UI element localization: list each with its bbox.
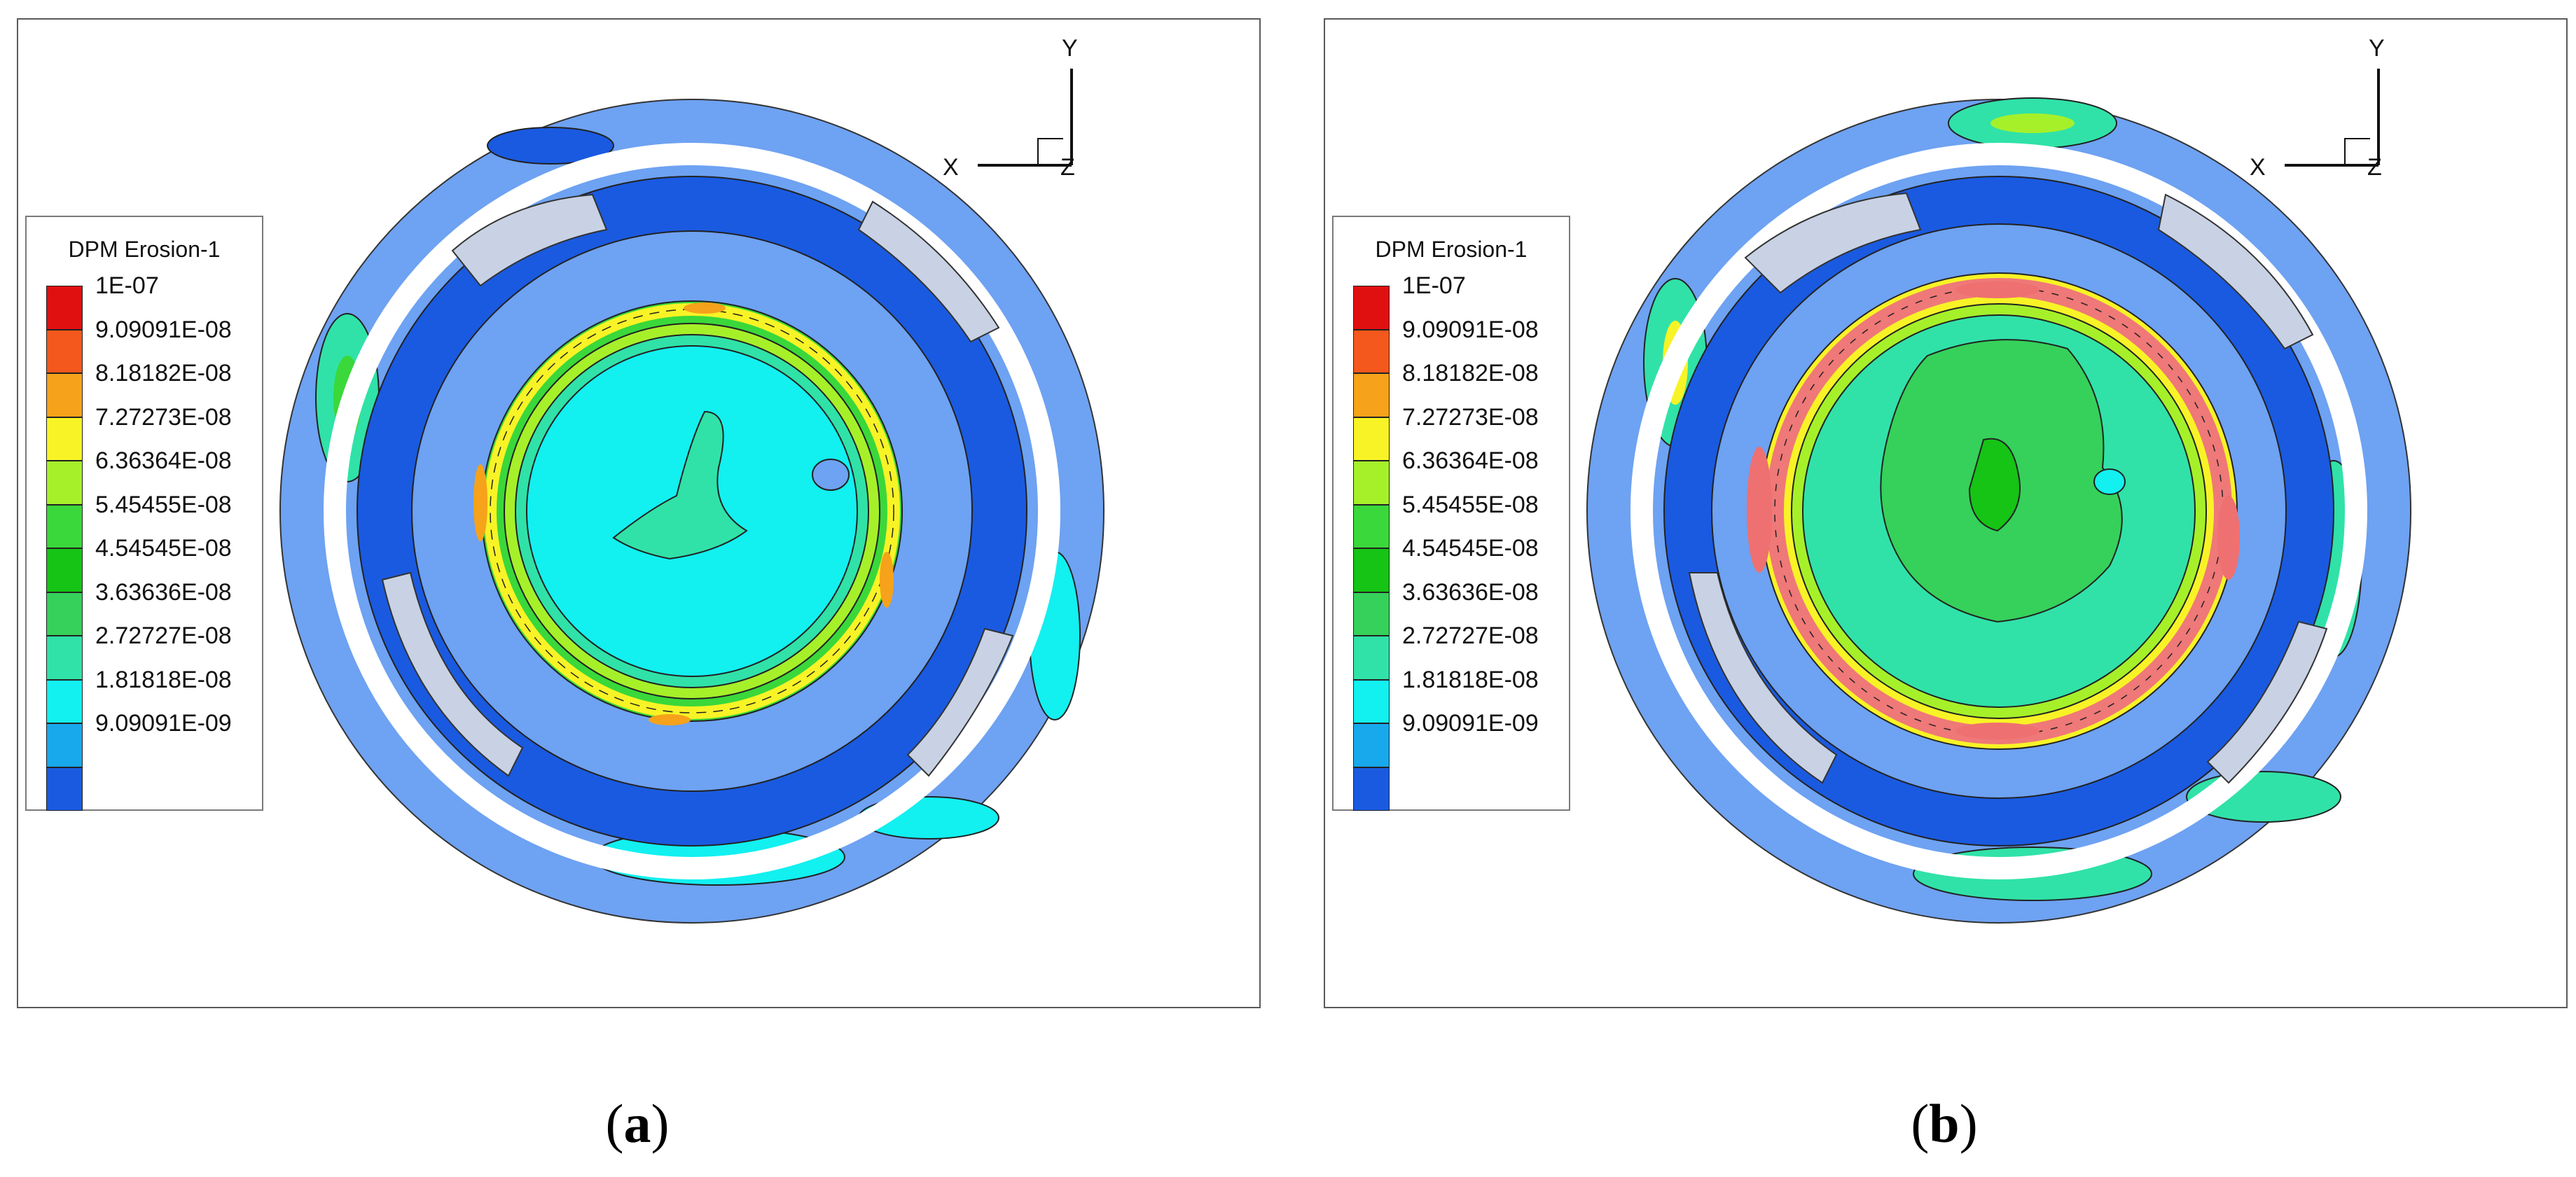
legend-level: 3.63636E-08 (1402, 578, 1539, 606)
legend-labels: 1E-07 9.09091E-08 8.18182E-08 7.27273E-0… (95, 272, 232, 767)
legend-level: 1E-07 (1402, 272, 1466, 299)
legend-swatch (1353, 329, 1390, 373)
legend-swatch (1353, 373, 1390, 417)
legend-swatch (46, 504, 83, 548)
legend-swatch (1353, 461, 1390, 505)
legend-level: 8.18182E-08 (1402, 360, 1539, 386)
contour-panel-a: DPM Erosion-1 1E-07 9.09091E-08 8.18182E… (17, 18, 1261, 1008)
legend-swatch (46, 461, 83, 505)
axis-triad-b: X Y Z (2250, 35, 2385, 181)
legend-level: 9.09091E-08 (95, 316, 232, 343)
legend-level: 6.36364E-08 (1402, 447, 1539, 474)
axis-label-y: Y (1062, 35, 1078, 62)
legend-level: 1.81818E-08 (1402, 666, 1539, 693)
legend-swatch (46, 373, 83, 417)
legend-swatch (1353, 636, 1390, 680)
caption-a: (a) (605, 1093, 670, 1154)
legend-level: 9.09091E-08 (1402, 316, 1539, 343)
legend-swatch (1353, 286, 1390, 330)
legend-swatch (46, 329, 83, 373)
axis-label-y: Y (2369, 35, 2385, 62)
legend-swatch (1353, 723, 1390, 767)
axis-label-z: Z (1060, 154, 1075, 181)
legend-level: 3.63636E-08 (95, 578, 232, 606)
caption-letter: a (623, 1093, 651, 1154)
legend-level: 4.54545E-08 (95, 535, 232, 562)
legend-level: 9.09091E-09 (95, 710, 232, 737)
legend-swatch (46, 767, 83, 811)
legend-swatch (46, 286, 83, 330)
legend-level: 5.45455E-08 (95, 491, 232, 518)
color-legend-a: DPM Erosion-1 1E-07 9.09091E-08 8.18182E… (25, 216, 263, 811)
color-legend-b: DPM Erosion-1 1E-07 9.09091E-08 8.18182E… (1332, 216, 1570, 811)
legend-title: DPM Erosion-1 (1375, 237, 1528, 262)
contour-panel-b: DPM Erosion-1 1E-07 9.09091E-08 8.18182E… (1324, 18, 2568, 1008)
legend-level: 7.27273E-08 (1402, 403, 1539, 431)
legend-level: 1E-07 (95, 272, 159, 299)
legend-labels: 1E-07 9.09091E-08 8.18182E-08 7.27273E-0… (1402, 272, 1539, 767)
erosion-contour-plot-b (1586, 97, 2411, 924)
legend-level: 7.27273E-08 (95, 403, 232, 431)
erosion-contour-plot-a (279, 99, 1105, 924)
legend-swatches (1353, 286, 1390, 811)
legend-swatch (1353, 417, 1390, 461)
caption-b: (b) (1911, 1093, 1978, 1154)
legend-level: 1.81818E-08 (95, 666, 232, 693)
legend-title: DPM Erosion-1 (68, 237, 221, 262)
legend-swatch (1353, 767, 1390, 811)
legend-swatch (46, 679, 83, 723)
legend-level: 2.72727E-08 (95, 622, 232, 649)
axis-triad-a: X Y Z (943, 35, 1078, 181)
legend-swatch (1353, 548, 1390, 592)
legend-level: 5.45455E-08 (1402, 491, 1539, 518)
legend-swatch (46, 636, 83, 680)
legend-swatch (1353, 504, 1390, 548)
legend-level: 4.54545E-08 (1402, 535, 1539, 562)
legend-swatches (46, 286, 83, 811)
legend-swatch (1353, 592, 1390, 636)
legend-level: 8.18182E-08 (95, 360, 232, 386)
axis-label-x: X (943, 154, 959, 181)
legend-swatch (1353, 679, 1390, 723)
legend-level: 9.09091E-09 (1402, 710, 1539, 737)
legend-level: 6.36364E-08 (95, 447, 232, 474)
caption-letter: b (1929, 1093, 1960, 1154)
legend-level: 2.72727E-08 (1402, 622, 1539, 649)
legend-swatch (46, 723, 83, 767)
axis-label-z: Z (2367, 154, 2382, 181)
legend-swatch (46, 548, 83, 592)
axis-label-x: X (2250, 154, 2266, 181)
legend-swatch (46, 592, 83, 636)
legend-swatch (46, 417, 83, 461)
